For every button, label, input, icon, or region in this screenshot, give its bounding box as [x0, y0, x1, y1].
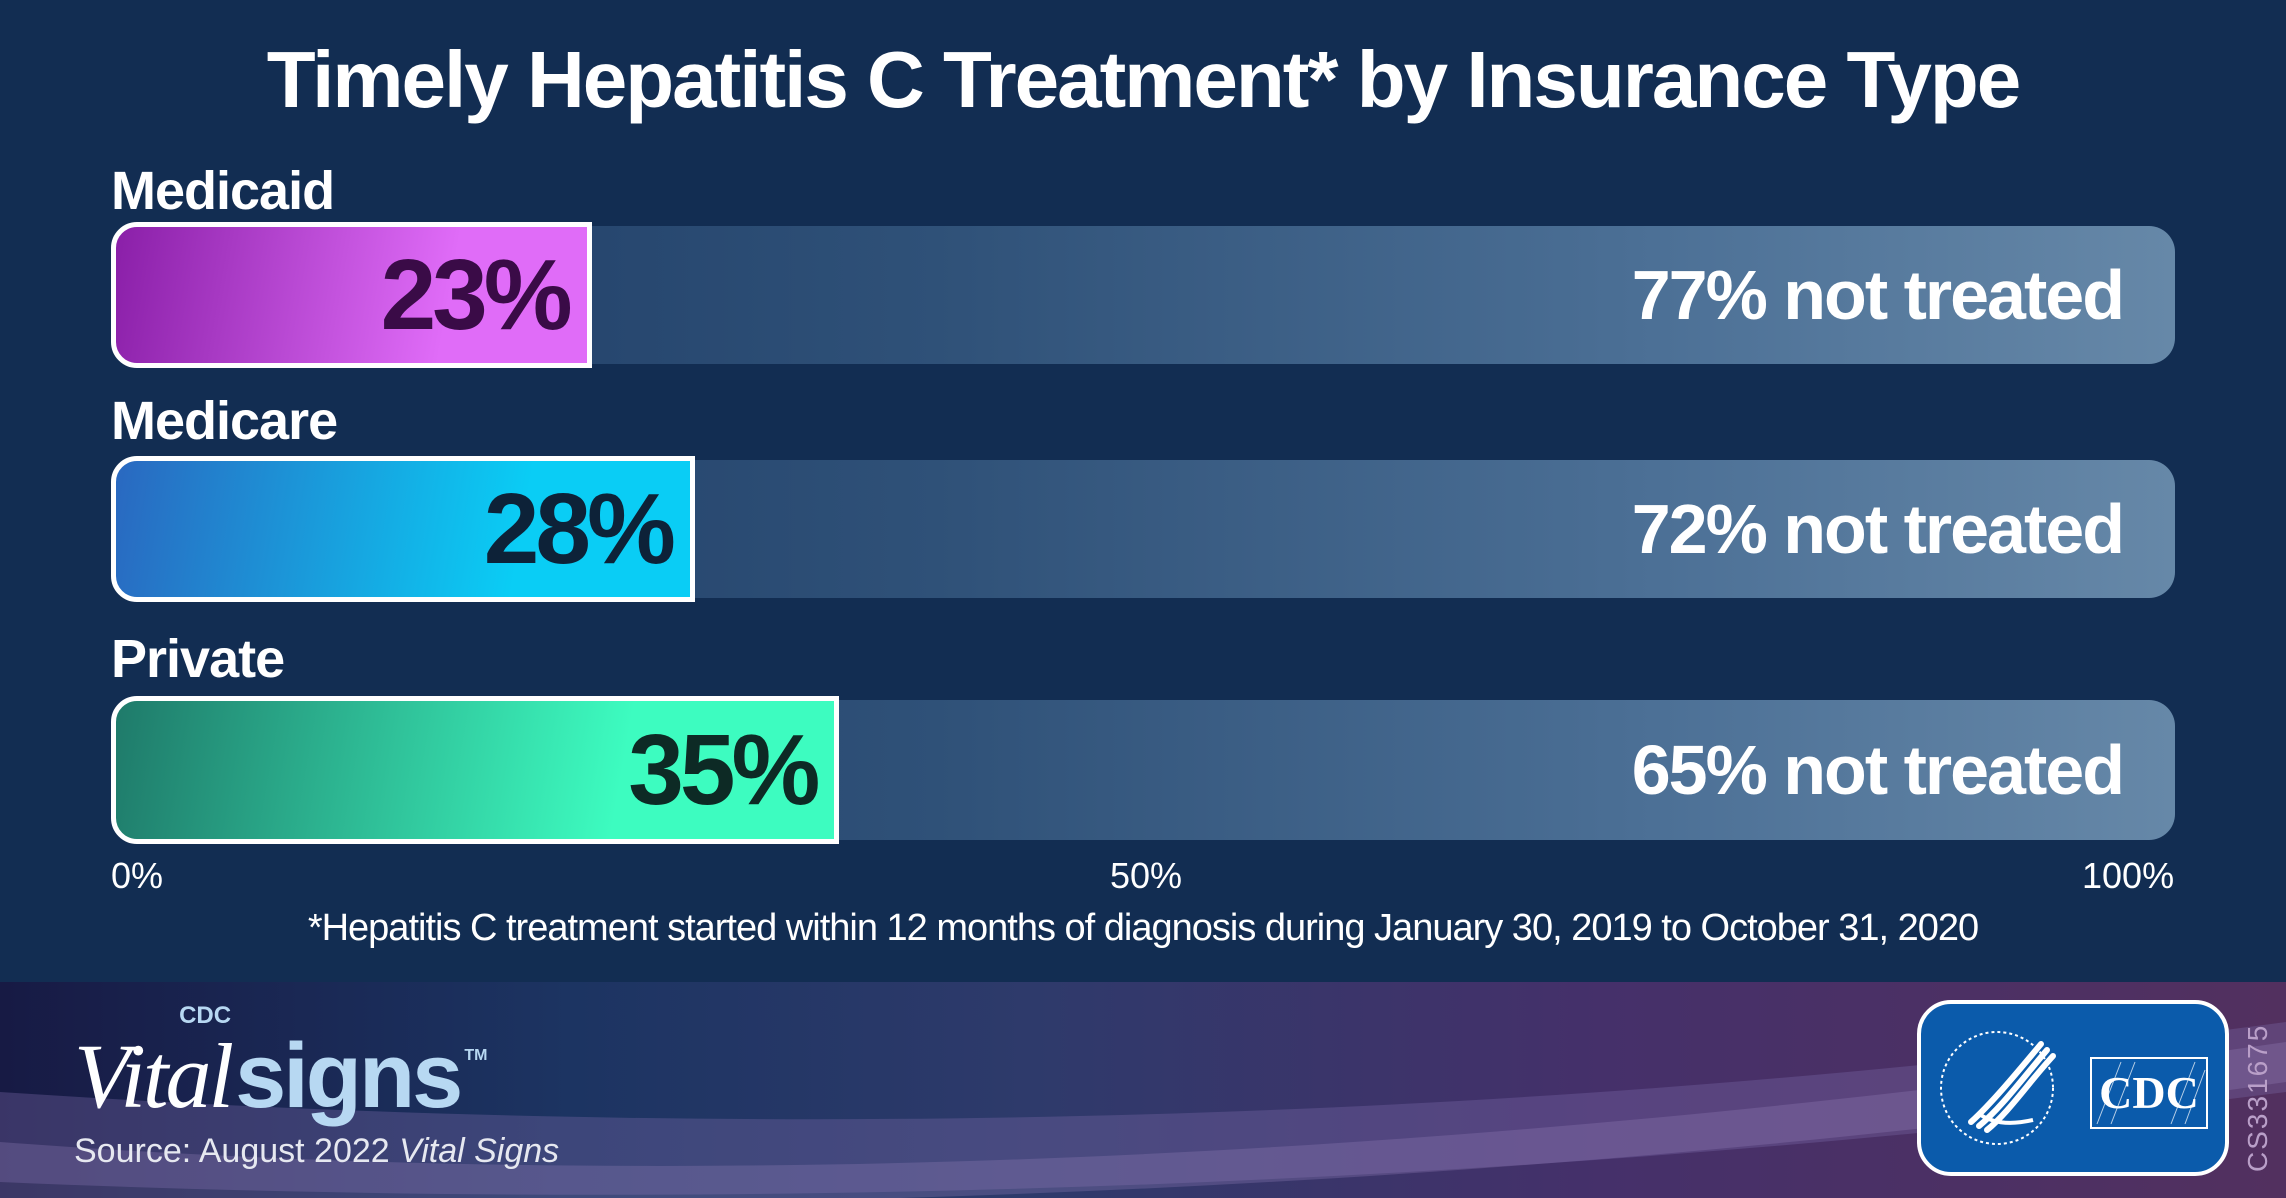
logo-cdc-superscript: CDC: [179, 1002, 232, 1029]
not-treated-label-medicaid: 77% not treated: [1631, 256, 2125, 334]
not-treated-bar-medicare: 72% not treated 28%: [111, 456, 2175, 602]
treated-bar-private: 35%: [111, 696, 840, 844]
tick-label-0: 0%: [111, 855, 164, 896]
vital-signs-logo: CDC Vital signs TM: [74, 1002, 488, 1127]
category-label-private: Private: [111, 629, 285, 689]
footnote: *Hepatitis C treatment started within 12…: [307, 907, 1979, 949]
not-treated-bar-private: 65% not treated 35%: [111, 696, 2175, 844]
source-publication: Vital Signs: [399, 1132, 560, 1170]
logo-vital-group: CDC Vital: [74, 1002, 234, 1127]
source-prefix: Source: August 2022: [74, 1132, 400, 1170]
not-treated-label-medicare: 72% not treated: [1631, 490, 2125, 568]
tick-label-100: 100%: [2082, 855, 2175, 896]
treated-value-private: 35%: [628, 714, 820, 826]
source-line: Source: August 2022 Vital Signs: [74, 1134, 559, 1168]
not-treated-bar-medicaid: 77% not treated 23%: [111, 222, 2175, 368]
category-label-medicaid: Medicaid: [111, 161, 335, 221]
hhs-cdc-logo-badge: CDC: [1917, 1000, 2229, 1176]
chart-title: Timely Hepatitis C Treatment* by Insuran…: [266, 35, 2022, 124]
treated-bar-medicaid: 23%: [111, 222, 592, 368]
hhs-eagle-seal-icon: CDC: [1940, 1031, 2208, 1145]
treated-value-medicare: 28%: [483, 473, 676, 585]
cdc-badge-text: CDC: [2099, 1067, 2199, 1118]
logo-trademark: TM: [464, 1047, 488, 1064]
logo-vital: Vital: [74, 1025, 234, 1127]
decorative-swoosh: [0, 1022, 2286, 1198]
category-label-medicare: Medicare: [111, 391, 338, 451]
treated-value-medicaid: 23%: [380, 239, 573, 351]
logo-signs: signs: [235, 1025, 463, 1127]
treated-bar-medicare: 28%: [111, 456, 695, 602]
tick-label-50: 50%: [1110, 855, 1183, 896]
publication-code: CS331675: [2242, 1023, 2273, 1172]
footer-banner: CDC Vital signs TM Source: August 2022 V…: [0, 982, 2286, 1198]
not-treated-label-private: 65% not treated: [1631, 731, 2125, 809]
